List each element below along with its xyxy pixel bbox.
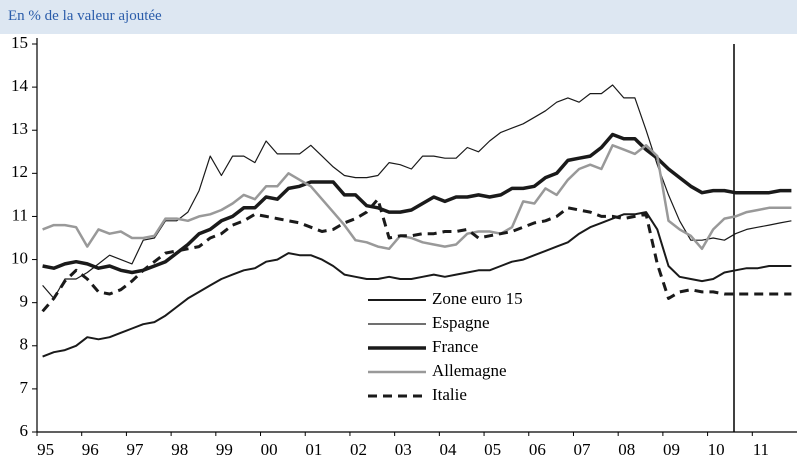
legend-label: France	[432, 337, 478, 356]
x-tick-label: 98	[171, 440, 188, 459]
y-tick-label: 6	[20, 421, 29, 440]
x-tick-label: 01	[305, 440, 322, 459]
series-line	[42, 144, 792, 251]
header-band: En % de la valeur ajoutée	[0, 0, 797, 34]
y-tick-label: 13	[11, 119, 28, 138]
x-tick-label: 99	[216, 440, 233, 459]
legend-label: Italie	[432, 385, 467, 404]
legend-label: Allemagne	[432, 361, 507, 380]
x-tick-label: 09	[663, 440, 680, 459]
x-tick-label: 06	[529, 440, 546, 459]
chart-subtitle: En % de la valeur ajoutée	[8, 8, 162, 24]
x-tick-label: 11	[753, 440, 769, 459]
y-tick-label: 14	[11, 76, 29, 95]
x-tick-label: 00	[261, 440, 278, 459]
series-line	[42, 132, 792, 275]
y-tick-label: 12	[11, 162, 28, 181]
y-tick-label: 15	[11, 33, 28, 52]
y-tick-label: 7	[20, 378, 29, 397]
y-tick-label: 11	[12, 205, 28, 224]
x-tick-label: 96	[82, 440, 99, 459]
x-tick-label: 97	[127, 440, 145, 459]
x-tick-label: 08	[618, 440, 635, 459]
x-tick-label: 07	[574, 440, 592, 459]
x-tick-label: 04	[439, 440, 457, 459]
x-tick-label: 03	[395, 440, 412, 459]
x-tick-label: 10	[708, 440, 725, 459]
legend-label: Espagne	[432, 313, 490, 332]
y-tick-label: 8	[20, 335, 29, 354]
y-tick-label: 10	[11, 248, 28, 267]
series-line	[42, 211, 792, 358]
x-tick-label: 95	[37, 440, 54, 459]
y-tick-label: 9	[20, 292, 29, 311]
series-line	[41, 197, 792, 313]
x-tick-label: 02	[350, 440, 367, 459]
x-tick-label: 05	[484, 440, 501, 459]
series-line	[42, 84, 792, 299]
legend-label: Zone euro 15	[432, 289, 523, 308]
